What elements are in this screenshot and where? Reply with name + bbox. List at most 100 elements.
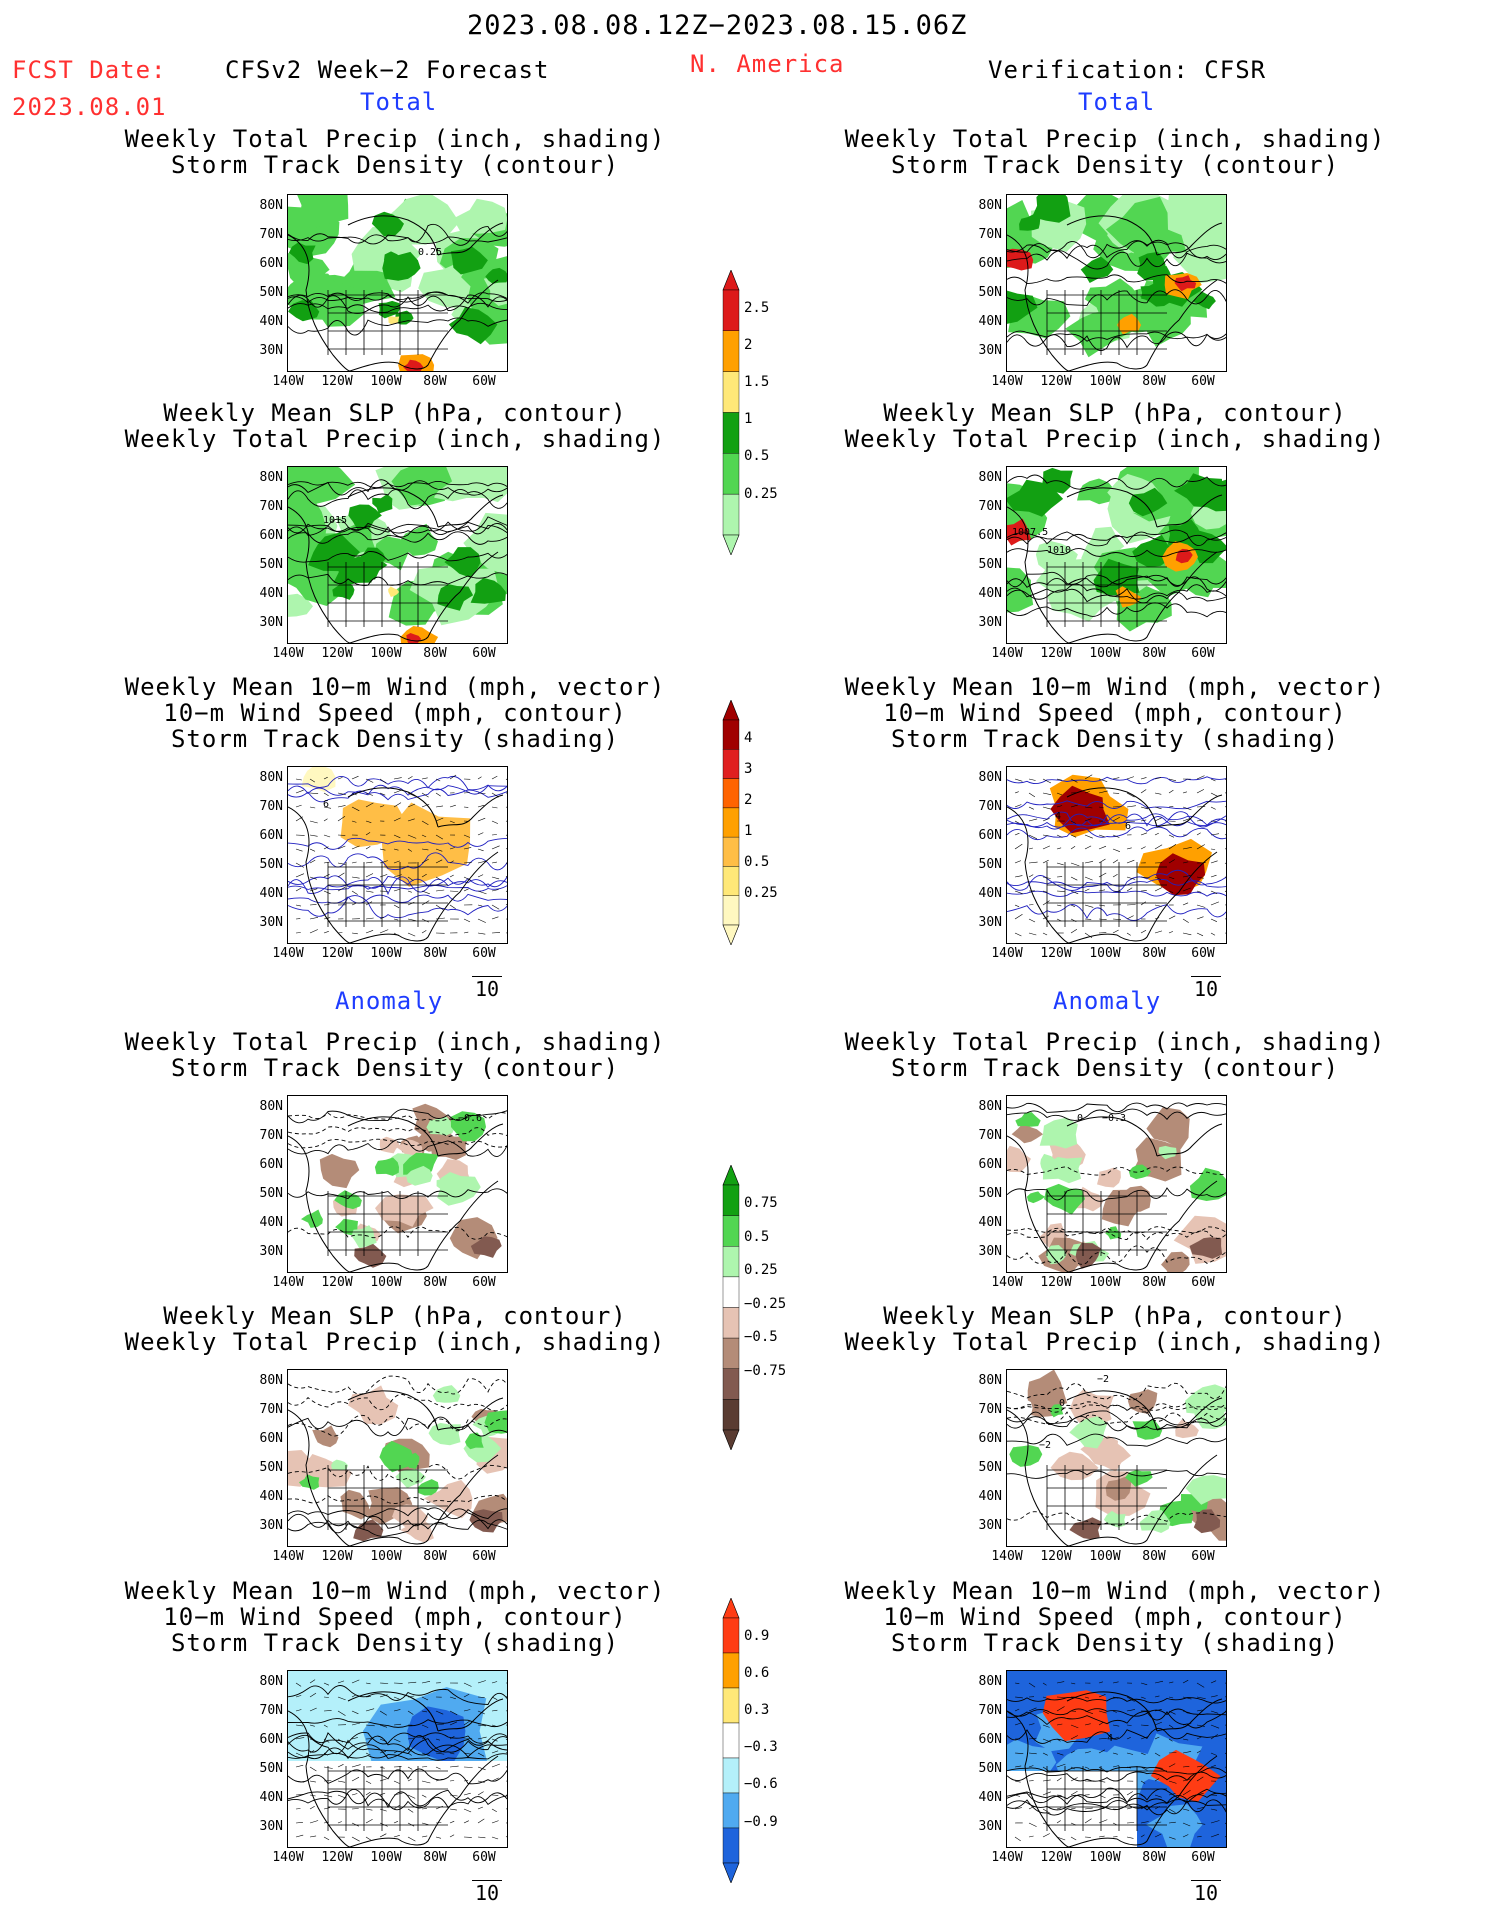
wind-vector	[463, 1766, 473, 1768]
precip-anom-wet	[1050, 1404, 1064, 1418]
wind-vector	[1196, 1776, 1204, 1782]
wind-vector	[435, 778, 441, 782]
precip-anom-dry	[1075, 1243, 1101, 1269]
wind-vector	[379, 1833, 387, 1838]
wind-vector	[1154, 1821, 1162, 1824]
lon-label: 120W	[1040, 374, 1072, 389]
wind-vector	[1210, 874, 1217, 878]
colorbar-label: 0.3	[744, 1702, 770, 1719]
wind-vector	[393, 1792, 403, 1796]
lat-label: 70N	[978, 799, 1002, 814]
wind-vector	[449, 1834, 455, 1838]
wind-vector	[1210, 1765, 1216, 1768]
precip-shade	[372, 494, 393, 514]
wind-vector	[309, 1780, 316, 1783]
wind-vector	[1056, 1836, 1066, 1841]
precip-anom-wet	[1185, 1475, 1226, 1505]
wind-vector	[393, 1696, 400, 1700]
precip-anom-dry	[312, 1425, 339, 1448]
wind-vector	[1098, 1808, 1105, 1810]
wind-vector	[505, 806, 507, 808]
storm-density	[1155, 853, 1206, 896]
wind-vector	[365, 930, 374, 934]
wind-vector	[1196, 1792, 1204, 1796]
contour-line	[288, 1508, 507, 1530]
state-boundaries	[327, 290, 448, 355]
contour-line	[288, 1732, 507, 1745]
wind-vector	[477, 1696, 485, 1698]
contour-label: −0.3	[1102, 1113, 1126, 1124]
wind-vector	[463, 1752, 472, 1755]
wind-vector	[1056, 778, 1062, 781]
lat-label: 80N	[259, 770, 283, 785]
precip-shade	[1167, 195, 1226, 239]
precip-shade	[444, 547, 481, 578]
state-boundaries	[1046, 862, 1167, 927]
wind-vector	[393, 1780, 400, 1784]
contour-line	[1007, 826, 1226, 841]
contour-line	[288, 1108, 507, 1124]
wind-vector	[1070, 1777, 1078, 1782]
fcst-date-label: FCST Date:	[12, 56, 167, 84]
wind-vector	[1168, 1780, 1177, 1784]
wind-vector	[1028, 932, 1037, 936]
colorbar-top-triangle	[722, 1165, 740, 1186]
vector-reference: 10	[467, 1870, 507, 1905]
contour-line	[288, 1685, 507, 1705]
precip-anom-wet	[331, 1459, 348, 1471]
wind-vector	[477, 1766, 486, 1771]
lon-label: 80W	[1142, 1275, 1166, 1290]
lat-label: 40N	[978, 314, 1002, 329]
wind-vector	[1210, 1734, 1218, 1740]
lat-label: 30N	[259, 1244, 283, 1259]
lon-label: 140W	[272, 1850, 304, 1865]
contour-line	[288, 524, 507, 538]
wind-vector	[421, 803, 430, 808]
wind-vector	[1196, 916, 1204, 920]
state-boundaries	[1046, 1766, 1167, 1831]
lon-label: 100W	[370, 1549, 402, 1564]
contour-line	[1007, 274, 1226, 285]
wind-vector	[337, 1764, 344, 1768]
wind-vector	[421, 930, 427, 934]
lat-label: 70N	[259, 227, 283, 242]
wind-vector	[407, 890, 412, 893]
wind-vector	[1140, 1834, 1145, 1838]
colorbar-top-triangle	[722, 270, 740, 291]
wind-vector	[365, 1818, 373, 1824]
contour-line	[288, 775, 507, 792]
wind-vector	[1014, 843, 1023, 850]
wind-vector	[393, 1835, 400, 1838]
wind-vector	[1042, 778, 1052, 784]
precip-shade	[483, 275, 507, 306]
wind-vector	[1098, 918, 1107, 920]
wind-vector	[1126, 1752, 1134, 1755]
precip-anom-wet	[465, 1432, 484, 1450]
wind-vector	[393, 1738, 401, 1743]
wind-vector	[1098, 1835, 1105, 1838]
wind-vector	[477, 1752, 485, 1757]
lat-label: 70N	[978, 227, 1002, 242]
wind-vector	[365, 778, 374, 783]
wind-vector	[365, 1808, 373, 1811]
wind-vector	[1084, 1696, 1089, 1699]
lat-label: 80N	[259, 1373, 283, 1388]
lon-label: 60W	[472, 946, 496, 961]
wind-vector	[407, 932, 416, 937]
precip-shade	[1174, 473, 1223, 508]
storm-anom	[1145, 1804, 1203, 1847]
wind-vector	[491, 1777, 499, 1782]
coastline-layer	[288, 1691, 504, 1847]
lat-label: 30N	[259, 1518, 283, 1533]
contour-line	[288, 291, 507, 302]
precip-anom-dry	[1161, 1251, 1190, 1272]
wind-vector	[393, 1750, 399, 1754]
wind-vector	[351, 932, 358, 935]
wind-vector	[1112, 873, 1118, 878]
wind-vector	[421, 1766, 428, 1768]
precip-anom-wet	[1103, 1510, 1126, 1528]
wind-vector	[1056, 792, 1063, 796]
verification-title: Verification: CFSR	[988, 56, 1267, 84]
wind-vector	[1042, 1833, 1050, 1838]
wind-vector	[1042, 1738, 1052, 1743]
